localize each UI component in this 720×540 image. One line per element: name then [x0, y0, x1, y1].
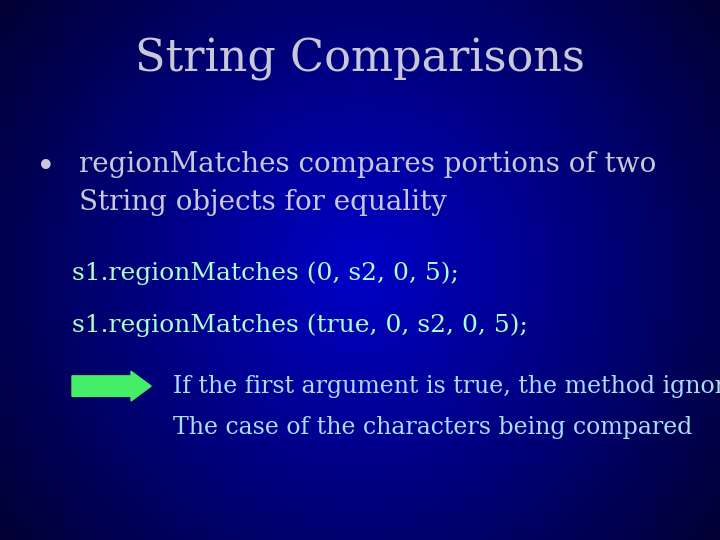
Text: s1.regionMatches (true, 0, s2, 0, 5);: s1.regionMatches (true, 0, s2, 0, 5); [72, 313, 528, 337]
Text: The case of the characters being compared: The case of the characters being compare… [173, 416, 692, 439]
Text: regionMatches compares portions of two
String objects for equality: regionMatches compares portions of two S… [79, 151, 657, 215]
FancyArrow shape [72, 372, 151, 401]
Text: •: • [36, 151, 55, 184]
Text: s1.regionMatches (0, s2, 0, 5);: s1.regionMatches (0, s2, 0, 5); [72, 262, 459, 286]
Text: If the first argument is true, the method ignores: If the first argument is true, the metho… [173, 375, 720, 399]
Text: String Comparisons: String Comparisons [135, 38, 585, 81]
